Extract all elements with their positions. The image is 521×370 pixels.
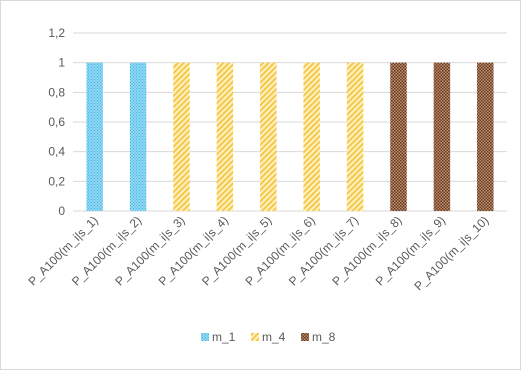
legend: m_1 m_4 m_8 <box>201 330 336 344</box>
bar-m_8 <box>477 62 494 211</box>
bar-m_4 <box>216 62 234 211</box>
bar-m_4 <box>346 62 364 211</box>
x-tick-label: P_A100(m_i|s_10) <box>411 213 491 293</box>
bar-m_4 <box>303 62 320 211</box>
bar-m_4 <box>173 62 190 211</box>
y-tick-label: 0,2 <box>48 174 65 188</box>
y-tick-label: 0,8 <box>48 85 65 99</box>
legend-label-m_4: m_4 <box>262 330 286 344</box>
y-axis-ticks: 0 0,2 0,4 0,6 0,8 1 1,2 <box>48 26 65 218</box>
y-tick-label: 1 <box>58 56 65 70</box>
x-axis-ticks: P_A100(m_i|s_1)P_A100(m_i|s_2)P_A100(m_i… <box>26 213 492 293</box>
y-tick-label: 1,2 <box>48 26 65 40</box>
legend-swatch-m_1 <box>201 333 209 341</box>
bar-m_8 <box>433 62 451 211</box>
bar-m_4 <box>260 62 277 211</box>
bar-m_1 <box>129 62 147 211</box>
legend-label-m_8: m_8 <box>312 330 336 344</box>
y-tick-label: 0 <box>58 204 65 218</box>
legend-swatch-m_4 <box>251 333 259 341</box>
legend-label-m_1: m_1 <box>212 330 236 344</box>
y-tick-label: 0,4 <box>48 145 65 159</box>
y-tick-label: 0,6 <box>48 115 65 129</box>
legend-swatch-m_8 <box>301 333 309 341</box>
bar-m_8 <box>390 62 407 211</box>
bar-m_1 <box>86 62 103 211</box>
bars <box>86 62 494 211</box>
